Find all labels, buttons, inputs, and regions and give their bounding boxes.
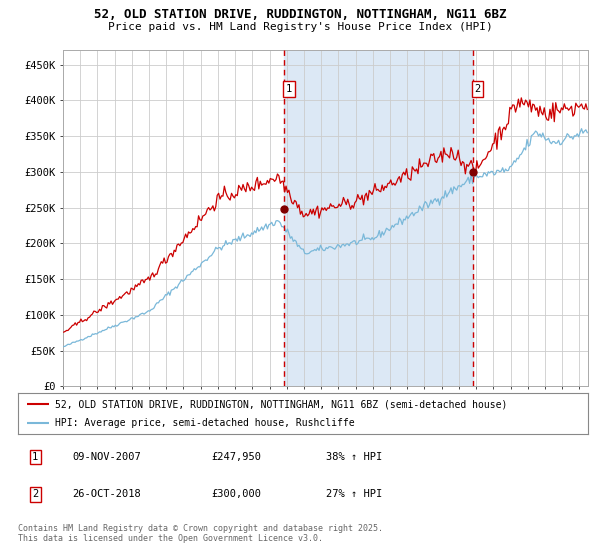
Text: 52, OLD STATION DRIVE, RUDDINGTON, NOTTINGHAM, NG11 6BZ (semi-detached house): 52, OLD STATION DRIVE, RUDDINGTON, NOTTI…	[55, 400, 508, 409]
Text: £300,000: £300,000	[212, 489, 262, 500]
Text: Contains HM Land Registry data © Crown copyright and database right 2025.
This d: Contains HM Land Registry data © Crown c…	[18, 524, 383, 543]
Text: 09-NOV-2007: 09-NOV-2007	[72, 452, 141, 462]
Text: 26-OCT-2018: 26-OCT-2018	[72, 489, 141, 500]
Text: HPI: Average price, semi-detached house, Rushcliffe: HPI: Average price, semi-detached house,…	[55, 418, 355, 428]
Text: 2: 2	[475, 84, 481, 94]
Text: 38% ↑ HPI: 38% ↑ HPI	[326, 452, 382, 462]
Text: 1: 1	[286, 84, 292, 94]
Text: 52, OLD STATION DRIVE, RUDDINGTON, NOTTINGHAM, NG11 6BZ: 52, OLD STATION DRIVE, RUDDINGTON, NOTTI…	[94, 8, 506, 21]
Bar	[284, 50, 473, 386]
Text: 1: 1	[32, 452, 38, 462]
Text: £247,950: £247,950	[212, 452, 262, 462]
Text: 27% ↑ HPI: 27% ↑ HPI	[326, 489, 382, 500]
Text: 2: 2	[32, 489, 38, 500]
Text: Price paid vs. HM Land Registry's House Price Index (HPI): Price paid vs. HM Land Registry's House …	[107, 22, 493, 32]
